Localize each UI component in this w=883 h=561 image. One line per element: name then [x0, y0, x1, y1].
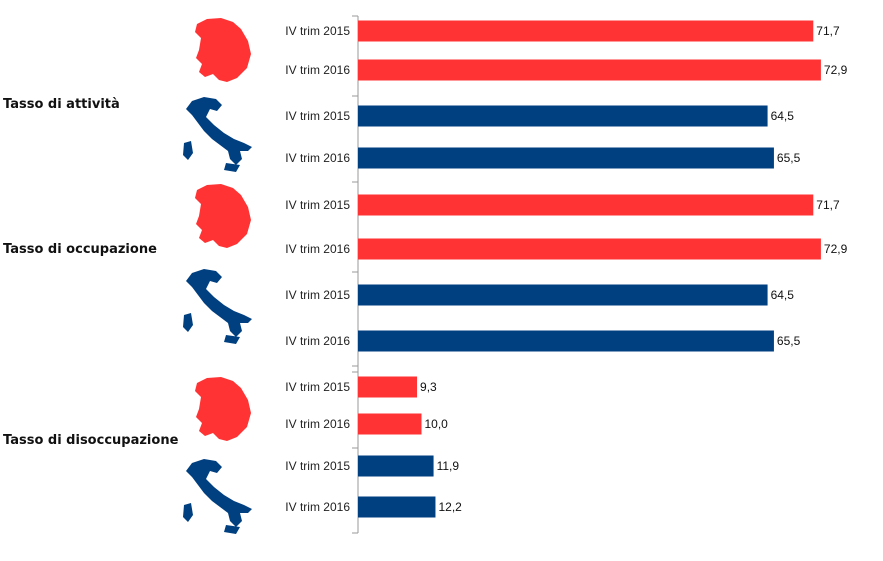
category-label: IV trim 2016 — [285, 63, 350, 77]
bar — [358, 238, 821, 260]
data-label: 64,5 — [771, 109, 795, 123]
data-label: 9,3 — [420, 380, 437, 394]
group-label: Tasso di occupazione — [3, 242, 157, 257]
bar — [358, 496, 436, 518]
group-label: Tasso di disoccupazione — [3, 433, 179, 448]
category-label: IV trim 2015 — [285, 288, 350, 302]
category-label: IV trim 2015 — [285, 198, 350, 212]
data-label: 65,5 — [777, 334, 801, 348]
bar — [358, 413, 422, 435]
tuscany-map-icon — [195, 184, 251, 248]
category-label: IV trim 2015 — [285, 24, 350, 38]
data-label: 64,5 — [771, 288, 795, 302]
bar — [358, 20, 814, 42]
category-label: IV trim 2015 — [285, 380, 350, 394]
data-label: 71,7 — [816, 24, 840, 38]
bar — [358, 59, 821, 81]
italy-map-icon — [183, 97, 252, 172]
category-label: IV trim 2016 — [285, 417, 350, 431]
tuscany-map-icon — [195, 377, 251, 441]
bar — [358, 284, 768, 306]
bar — [358, 455, 434, 477]
group-label: Tasso di attività — [3, 97, 120, 112]
italy-map-icon — [183, 459, 252, 534]
category-label: IV trim 2016 — [285, 500, 350, 514]
data-label: 65,5 — [777, 151, 801, 165]
bar — [358, 330, 774, 352]
bar — [358, 376, 418, 398]
category-label: IV trim 2016 — [285, 151, 350, 165]
category-label: IV trim 2015 — [285, 459, 350, 473]
tuscany-map-icon — [195, 18, 251, 82]
data-label: 71,7 — [816, 198, 840, 212]
bar — [358, 105, 768, 127]
category-label: IV trim 2015 — [285, 109, 350, 123]
data-label: 12,2 — [438, 500, 462, 514]
data-label: 11,9 — [437, 459, 460, 473]
data-label: 72,9 — [824, 242, 848, 256]
italy-map-icon — [183, 269, 252, 344]
bar — [358, 147, 774, 169]
bar — [358, 194, 814, 216]
data-label: 72,9 — [824, 63, 848, 77]
category-label: IV trim 2016 — [285, 242, 350, 256]
category-label: IV trim 2016 — [285, 334, 350, 348]
data-label: 10,0 — [425, 417, 449, 431]
